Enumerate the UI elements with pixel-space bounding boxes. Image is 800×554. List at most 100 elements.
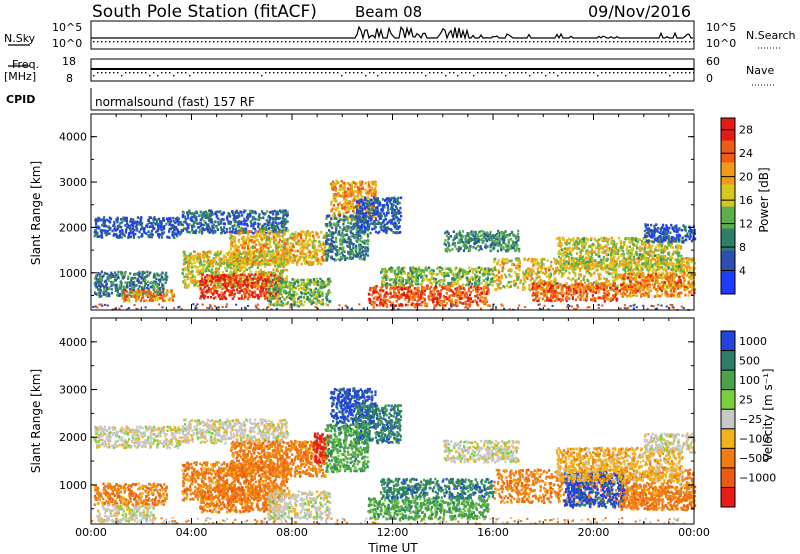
range-gate-cell (240, 294, 244, 298)
nsearch-point (669, 41, 671, 43)
range-gate-cell (335, 224, 338, 228)
nsky-tick-top: 10^5 (52, 21, 82, 34)
noise-trace (91, 25, 695, 43)
range-gate-cell (260, 245, 263, 249)
range-gate-cell (127, 233, 130, 237)
nsearch-point (681, 41, 683, 43)
nsearch-point (385, 41, 387, 43)
range-gate-cell (137, 222, 140, 226)
range-gate-cell (350, 249, 353, 252)
range-gate-cell (191, 231, 194, 234)
range-gate-cell (337, 192, 340, 195)
range-gate-cell (223, 254, 226, 258)
range-gate-cell (153, 295, 156, 298)
range-gate-cell (361, 180, 364, 184)
range-gate-cell (94, 305, 97, 308)
range-gate-cell (283, 231, 286, 234)
range-gate-cell (340, 234, 343, 238)
range-gate-cell (151, 285, 154, 289)
range-gate-cell (152, 288, 155, 292)
range-gate-cell (123, 234, 126, 238)
range-gate-cell (364, 182, 367, 185)
range-gate-cell (206, 284, 209, 287)
range-gate-cell (296, 284, 300, 288)
range-gate-cell (203, 223, 206, 227)
range-gate-cell (227, 275, 230, 278)
range-gate-cell (272, 262, 275, 265)
range-gate-cell (381, 198, 385, 201)
nave-point (185, 72, 187, 74)
range-gate-cell (209, 283, 213, 286)
range-gate-cell (601, 304, 604, 307)
range-gate-cell (361, 195, 364, 199)
nsearch-point (541, 41, 543, 43)
range-gate-cell (152, 218, 155, 221)
range-gate-cell (95, 217, 98, 221)
range-gate-cell (167, 219, 170, 222)
range-gate-cell (344, 258, 347, 262)
range-gate-cell (204, 269, 207, 273)
range-gate-cell (334, 230, 337, 234)
range-gate-cell (273, 288, 276, 291)
range-gate-cell (244, 209, 247, 213)
range-gate-cell (257, 225, 260, 228)
range-gate-cell (115, 283, 118, 287)
range-gate-cell (101, 275, 104, 279)
range-gate-cell (236, 215, 239, 219)
range-gate-cell (157, 278, 161, 282)
range-gate-cell (277, 294, 280, 297)
range-gate-cell (101, 304, 104, 307)
range-gate-cell (143, 299, 146, 303)
range-gate-cell (194, 282, 197, 285)
range-gate-cell (153, 282, 156, 285)
range-gate-cell (166, 235, 169, 239)
range-gate-cell (105, 224, 108, 228)
range-gate-cell (208, 290, 211, 293)
range-gate-cell (252, 253, 255, 257)
range-gate-cell (328, 229, 331, 232)
range-gate-cell (386, 305, 389, 308)
nave-point (253, 72, 255, 74)
range-gate-cell (312, 236, 315, 240)
range-gate-cell (283, 284, 286, 288)
nave-point (409, 72, 411, 74)
nsearch-point (201, 41, 203, 43)
range-gate-cell (126, 222, 129, 225)
nave-point (673, 72, 675, 74)
nsearch-point (677, 41, 679, 43)
range-gate-cell (139, 275, 142, 279)
range-gate-cell (199, 260, 203, 263)
range-gate-cell (214, 210, 217, 214)
range-gate-cell (175, 220, 178, 223)
range-gate-cell (143, 287, 146, 290)
range-gate-cell (262, 273, 265, 277)
nsearch-point (609, 41, 611, 43)
range-gate-cell (272, 231, 275, 234)
range-gate-cell (140, 296, 144, 300)
range-gate-cell (137, 295, 140, 299)
range-gate-cell (297, 281, 300, 284)
range-gate-cell (107, 294, 110, 297)
nave-point (277, 72, 279, 74)
range-gate-cell (136, 220, 139, 224)
range-gate-cell (331, 231, 334, 234)
range-gate-cell (150, 229, 153, 233)
range-gate-cell (246, 232, 250, 235)
nsearch-point (313, 41, 315, 43)
range-gate-cell (217, 254, 220, 258)
range-gate-cell (508, 308, 511, 311)
range-gate-cell (282, 262, 285, 265)
range-gate-cell (123, 300, 126, 303)
nave-label: Nave (746, 64, 774, 77)
range-gate-cell (380, 228, 383, 231)
station-title: South Pole Station (fitACF) (92, 2, 317, 22)
range-gate-cell (256, 287, 259, 291)
nsearch-point (141, 41, 143, 43)
range-gate-cell (242, 223, 245, 226)
range-gate-cell (205, 210, 208, 214)
range-gate-cell (350, 185, 354, 188)
range-gate-cell (132, 219, 135, 223)
range-gate-cell (127, 296, 130, 300)
range-gate-cell (270, 211, 273, 214)
range-gate-cell (358, 303, 361, 306)
